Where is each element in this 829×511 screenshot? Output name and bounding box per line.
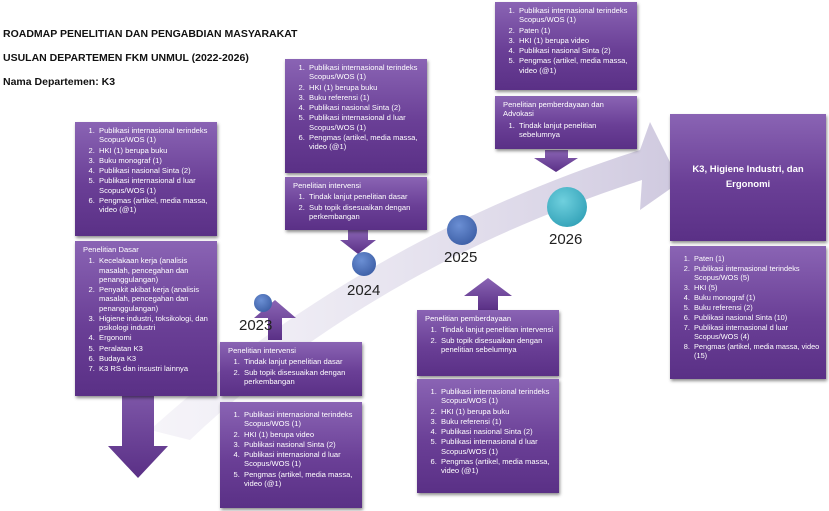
list-item: Buku referensi (2) bbox=[692, 303, 820, 312]
list-item: Peralatan K3 bbox=[97, 344, 211, 353]
list-item: Pengmas (artikel, media massa, video (@1… bbox=[307, 133, 421, 152]
year-label-2025: 2025 bbox=[444, 249, 478, 266]
list-item: Tindak lanjut penelitian intervensi bbox=[439, 325, 553, 334]
node-2026 bbox=[547, 187, 587, 227]
y2024-topics-list: Tindak lanjut penelitian dasar Sub topik… bbox=[293, 192, 421, 221]
y2023-topics-box: Penelitian intervensi Tindak lanjut pene… bbox=[220, 342, 362, 396]
y2023-title: Penelitian intervensi bbox=[228, 346, 296, 355]
list-item: Publikasi internasional terindeks Scopus… bbox=[97, 126, 211, 145]
goal-title: K3, Higiene Industri, dan Ergonomi bbox=[692, 164, 804, 190]
y2026-title: Penelitian pemberdayaan dan Advokasi bbox=[503, 100, 604, 119]
goal-title-box: K3, Higiene Industri, dan Ergonomi bbox=[670, 114, 826, 241]
list-item: HKI (1) berupa buku bbox=[307, 83, 421, 92]
list-item: Publikasi internasional d luar Scopus/WO… bbox=[307, 113, 421, 132]
list-item: Ergonomi bbox=[97, 333, 211, 342]
list-item: Pengmas (artikel, media massa, video (@1… bbox=[97, 196, 211, 215]
arrow-2025-up bbox=[464, 278, 512, 310]
list-item: Publikasi nasional Sinta (10) bbox=[692, 313, 820, 322]
y2023-outputs-list: Publikasi internasional terindeks Scopus… bbox=[228, 410, 356, 488]
list-item: Publikasi internasional terindeks Scopus… bbox=[242, 410, 356, 429]
y2024-title: Penelitian intervensi bbox=[293, 181, 361, 190]
left-topics-title: Penelitian Dasar bbox=[83, 245, 139, 254]
arrow-2024-down bbox=[340, 230, 376, 254]
list-item: Publikasi internasional d luar Scopus/WO… bbox=[439, 437, 553, 456]
list-item: Sub topik disesuaikan dengan perkembanga… bbox=[307, 203, 421, 222]
year-label-2024: 2024 bbox=[347, 282, 381, 299]
y2025-title: Penelitian pemberdayaan bbox=[425, 314, 512, 323]
header-department: Nama Departemen: K3 bbox=[3, 76, 116, 88]
list-item: Buku monograf (1) bbox=[692, 293, 820, 302]
y2023-topics-list: Tindak lanjut penelitian dasar Sub topik… bbox=[228, 357, 356, 386]
arrow-2026-down bbox=[534, 150, 578, 172]
list-item: Publikasi nasional Sinta (2) bbox=[242, 440, 356, 449]
y2024-outputs-list: Publikasi internasional terindeks Scopus… bbox=[293, 63, 421, 151]
left-outputs-box: Publikasi internasional terindeks Scopus… bbox=[75, 122, 217, 236]
list-item: Tindak lanjut penelitian dasar bbox=[242, 357, 356, 366]
list-item: Kecelakaan kerja (analisis masalah, penc… bbox=[97, 256, 211, 284]
list-item: Pengmas (artikel, media massa, video (@1… bbox=[517, 56, 631, 75]
list-item: HKI (1) berupa video bbox=[242, 430, 356, 439]
y2025-topics-list: Tindak lanjut penelitian intervensi Sub … bbox=[425, 325, 553, 354]
list-item: Publikasi nasional Sinta (2) bbox=[97, 166, 211, 175]
list-item: K3 RS dan insustri lainnya bbox=[97, 364, 211, 373]
header-title: ROADMAP PENELITIAN DAN PENGABDIAN MASYAR… bbox=[3, 28, 298, 40]
list-item: Buku referensi (1) bbox=[439, 417, 553, 426]
list-item: Tindak lanjut penelitian sebelumnya bbox=[517, 121, 631, 140]
header-subtitle: USULAN DEPARTEMEN FKM UNMUL (2022-2026) bbox=[3, 52, 249, 64]
list-item: Publikasi internasional terindeks Scopus… bbox=[307, 63, 421, 82]
list-item: HKI (1) berupa video bbox=[517, 36, 631, 45]
list-item: Budaya K3 bbox=[97, 354, 211, 363]
list-item: Sub topik disesuaikan dengan penelitian … bbox=[439, 336, 553, 355]
list-item: Tindak lanjut penelitian dasar bbox=[307, 192, 421, 201]
list-item: Publikasi nasional Sinta (2) bbox=[517, 46, 631, 55]
list-item: Pengmas (artikel, media massa, video (15… bbox=[692, 342, 820, 360]
y2026-outputs-box: Publikasi internasional terindeks Scopus… bbox=[495, 2, 637, 90]
year-label-2026: 2026 bbox=[549, 231, 583, 248]
list-item: HKI (1) berupa buku bbox=[439, 407, 553, 416]
list-item: Buku referensi (1) bbox=[307, 93, 421, 102]
list-item: Publikasi internasional d luar Scopus/WO… bbox=[692, 323, 820, 341]
node-2023 bbox=[254, 294, 272, 312]
node-2024 bbox=[352, 252, 376, 276]
list-item: Pengmas (artikel, media massa, video (@1… bbox=[439, 457, 553, 476]
list-item: Pengmas (artikel, media massa, video (@1… bbox=[242, 470, 356, 489]
year-label-2023: 2023 bbox=[239, 317, 273, 334]
goal-outputs-list: Paten (1) Publikasi internasional terind… bbox=[678, 254, 820, 360]
left-topics-list: Kecelakaan kerja (analisis masalah, penc… bbox=[83, 256, 211, 373]
list-item: Paten (1) bbox=[692, 254, 820, 263]
list-item: Buku monograf (1) bbox=[97, 156, 211, 165]
list-item: Sub topik disesuaikan dengan perkembanga… bbox=[242, 368, 356, 387]
left-topics-box: Penelitian Dasar Kecelakaan kerja (anali… bbox=[75, 241, 217, 396]
list-item: HKI (1) berupa buku bbox=[97, 146, 211, 155]
y2025-outputs-list: Publikasi internasional terindeks Scopus… bbox=[425, 387, 553, 475]
list-item: HKI (5) bbox=[692, 283, 820, 292]
list-item: Publikasi internasional terindeks Scopus… bbox=[439, 387, 553, 406]
list-item: Publikasi nasional Sinta (2) bbox=[439, 427, 553, 436]
y2026-topics-list: Tindak lanjut penelitian sebelumnya bbox=[503, 121, 631, 140]
y2025-topics-box: Penelitian pemberdayaan Tindak lanjut pe… bbox=[417, 310, 559, 376]
list-item: Publikasi internasional d luar Scopus/WO… bbox=[97, 176, 211, 195]
list-item: Paten (1) bbox=[517, 26, 631, 35]
node-2025 bbox=[447, 215, 477, 245]
y2023-outputs-box: Publikasi internasional terindeks Scopus… bbox=[220, 402, 362, 508]
list-item: Publikasi internasional terindeks Scopus… bbox=[517, 6, 631, 25]
list-item: Publikasi nasional Sinta (2) bbox=[307, 103, 421, 112]
y2026-topics-box: Penelitian pemberdayaan dan Advokasi Tin… bbox=[495, 96, 637, 149]
list-item: Penyakit akibat kerja (analisis masalah,… bbox=[97, 285, 211, 313]
list-item: Publikasi internasional d luar Scopus/WO… bbox=[242, 450, 356, 469]
y2026-outputs-list: Publikasi internasional terindeks Scopus… bbox=[503, 6, 631, 75]
y2024-topics-box: Penelitian intervensi Tindak lanjut pene… bbox=[285, 177, 427, 230]
y2025-outputs-box: Publikasi internasional terindeks Scopus… bbox=[417, 379, 559, 493]
goal-outputs-box: Paten (1) Publikasi internasional terind… bbox=[670, 246, 826, 379]
left-outputs-list: Publikasi internasional terindeks Scopus… bbox=[83, 126, 211, 214]
y2024-outputs-box: Publikasi internasional terindeks Scopus… bbox=[285, 59, 427, 173]
list-item: Higiene industri, toksikologi, dan psiko… bbox=[97, 314, 211, 333]
list-item: Publikasi internasional terindeks Scopus… bbox=[692, 264, 820, 282]
